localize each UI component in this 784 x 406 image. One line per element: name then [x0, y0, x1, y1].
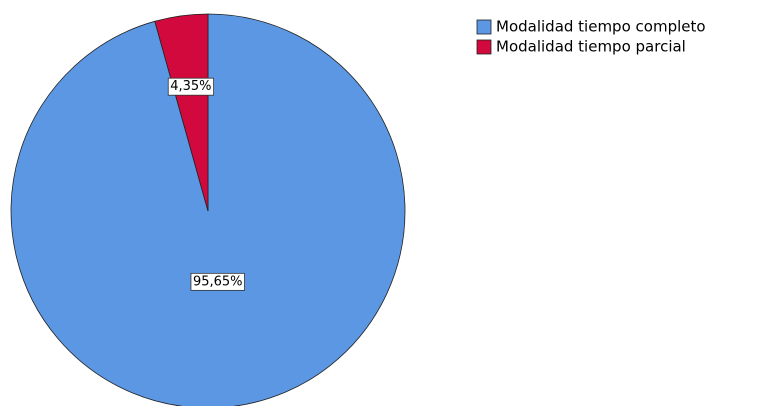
- legend-label: Modalidad tiempo parcial: [496, 38, 686, 56]
- legend-swatch: [476, 39, 492, 55]
- data-label: 95,65%: [193, 274, 243, 289]
- pie-slice: [154, 13, 209, 212]
- legend-label: Modalidad tiempo completo: [496, 18, 706, 36]
- data-label: 4,35%: [170, 79, 211, 94]
- legend-swatch: [476, 19, 492, 35]
- data-label-box: [167, 77, 214, 96]
- pie-slice: [10, 13, 406, 406]
- data-label-box: [190, 272, 245, 291]
